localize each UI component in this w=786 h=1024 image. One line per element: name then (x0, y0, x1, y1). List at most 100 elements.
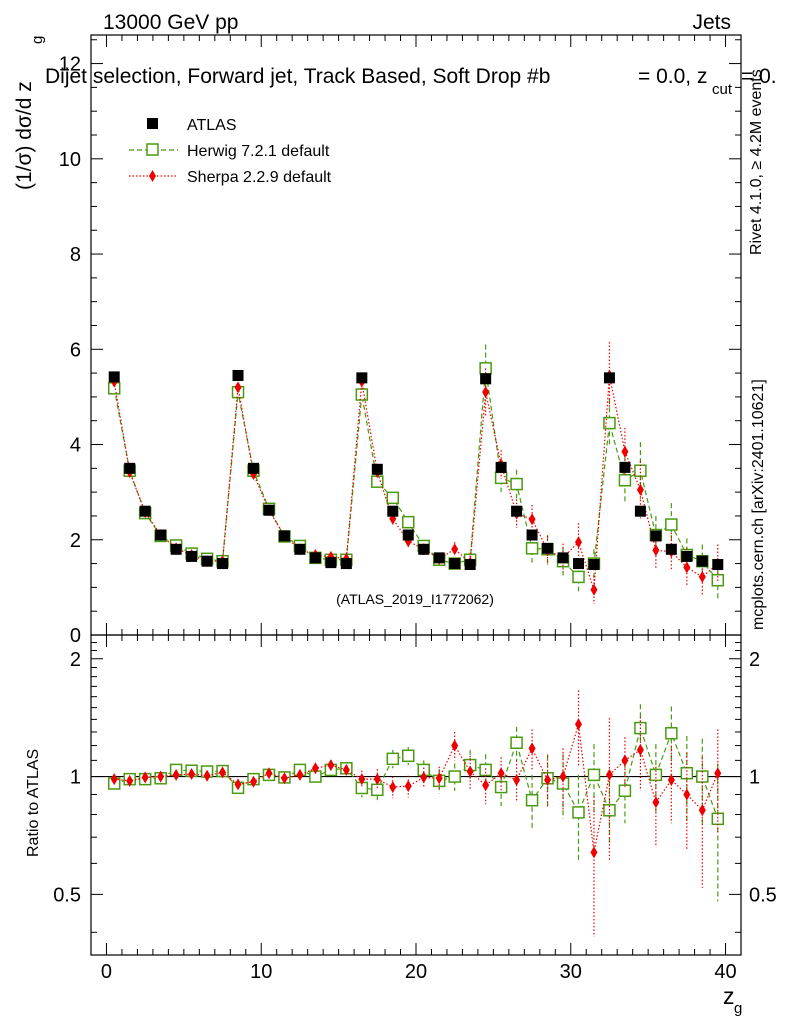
sherpa-point (605, 768, 613, 781)
sherpa-point (590, 846, 598, 859)
herwig-line (114, 725, 719, 820)
sherpa-point (621, 754, 629, 767)
sherpa-point (575, 536, 582, 549)
atlas-data-point (340, 558, 352, 570)
atlas-data-point (495, 461, 507, 473)
ratio-ytick-label-left: 0.5 (53, 884, 81, 906)
herwig-point (665, 727, 678, 740)
xlabel-sub: g (734, 1000, 742, 1017)
atlas-data-point (294, 543, 306, 555)
sherpa-point (389, 781, 397, 794)
sherpa-point (188, 768, 196, 781)
ratio-frame (90, 634, 742, 956)
ratio-ytick-label-left: 2 (70, 649, 81, 671)
atlas-data-point (155, 529, 167, 541)
sherpa-point (265, 767, 273, 780)
sherpa-point (683, 561, 691, 574)
ratio-ytick-label-left: 1 (70, 767, 81, 789)
atlas-data-point (588, 559, 600, 571)
main-ytick-label: 6 (70, 339, 81, 361)
atlas-data-point (681, 550, 693, 562)
atlas-data-point (712, 559, 724, 571)
atlas-data-point (201, 555, 213, 567)
herwig-point (572, 570, 585, 584)
main-ytick-label: 10 (59, 149, 81, 171)
main-ylabel: (1/σ) dσ/d z g (13, 36, 46, 190)
mcplots-label: mcplots.cern.ch [arXiv:2401.10621] (750, 379, 767, 630)
sherpa-point (342, 763, 350, 776)
analysis-watermark: (ATLAS_2019_I1772062) (336, 591, 494, 607)
main-ytick-label: 4 (70, 435, 81, 457)
atlas-data-point (387, 505, 399, 517)
herwig-point (711, 812, 725, 826)
header-process: Jets (692, 11, 731, 34)
sherpa-point (636, 483, 644, 496)
atlas-data-point (650, 530, 662, 542)
main-plot (107, 342, 725, 605)
main-ytick-label: 8 (70, 244, 81, 266)
atlas-data-point (124, 462, 136, 474)
main-ylabel-sub: g (29, 36, 46, 44)
legend-marker-sherpa (149, 170, 156, 182)
atlas-data-point (108, 371, 120, 383)
selection-title: Dijet selection, Forward jet, Track Base… (45, 65, 550, 88)
sherpa-point (714, 767, 722, 780)
atlas-data-point (139, 505, 151, 517)
sherpa-point (219, 766, 227, 779)
ratio-plot (107, 690, 725, 937)
sherpa-point (420, 771, 428, 784)
atlas-data-point (665, 543, 677, 555)
ratio-ylabel: Ratio to ATLAS (25, 749, 42, 857)
sherpa-point (172, 768, 180, 781)
atlas-data-point (696, 555, 708, 567)
sherpa-point (683, 788, 691, 801)
sherpa-point (234, 381, 242, 394)
herwig-point (618, 784, 632, 797)
sherpa-point (203, 769, 211, 782)
legend-marker-herwig (146, 143, 159, 156)
atlas-data-point (217, 558, 229, 570)
sherpa-point (296, 768, 304, 781)
xtick-label: 20 (405, 961, 427, 983)
sherpa-point (373, 773, 381, 786)
atlas-data-point (309, 552, 321, 564)
herwig-point (402, 515, 415, 529)
sherpa-line (114, 724, 719, 853)
atlas-data-point (263, 504, 275, 516)
atlas-data-point (186, 550, 198, 562)
sherpa-point (621, 445, 629, 458)
sherpa-point (528, 742, 536, 755)
herwig-point (634, 464, 647, 477)
herwig-point (448, 770, 461, 783)
header-energy: 13000 GeV pp (103, 11, 238, 34)
atlas-data-point (232, 369, 244, 381)
main-ytick-label: 2 (70, 530, 81, 552)
main-ytick-label: 12 (59, 54, 81, 76)
xtick-label: 30 (560, 961, 582, 983)
sherpa-point (435, 772, 443, 785)
herwig-point (587, 768, 601, 782)
herwig-point (665, 518, 678, 531)
herwig-point (603, 416, 616, 430)
herwig-point (525, 793, 539, 807)
herwig-point (355, 388, 369, 401)
herwig-line (113, 368, 719, 581)
herwig-point (618, 473, 632, 487)
sherpa-point (404, 780, 412, 793)
sherpa-point (513, 773, 521, 786)
herwig-point (680, 766, 694, 780)
sherpa-point (497, 767, 505, 780)
selection-beta: = 0.0, z (638, 65, 707, 88)
atlas-data-point (526, 529, 538, 541)
sherpa-point (636, 743, 644, 756)
legend-label-herwig: Herwig 7.2.1 default (187, 143, 330, 160)
atlas-data-point (325, 557, 337, 569)
atlas-data-point (480, 373, 492, 385)
sherpa-point (667, 773, 675, 786)
sherpa-point (311, 762, 319, 775)
atlas-data-point (603, 372, 615, 384)
rivet-version-label: Rivet 4.1.0, ≥ 4.2M events (748, 69, 765, 255)
atlas-data-point (418, 543, 430, 555)
sherpa-point (141, 771, 149, 784)
